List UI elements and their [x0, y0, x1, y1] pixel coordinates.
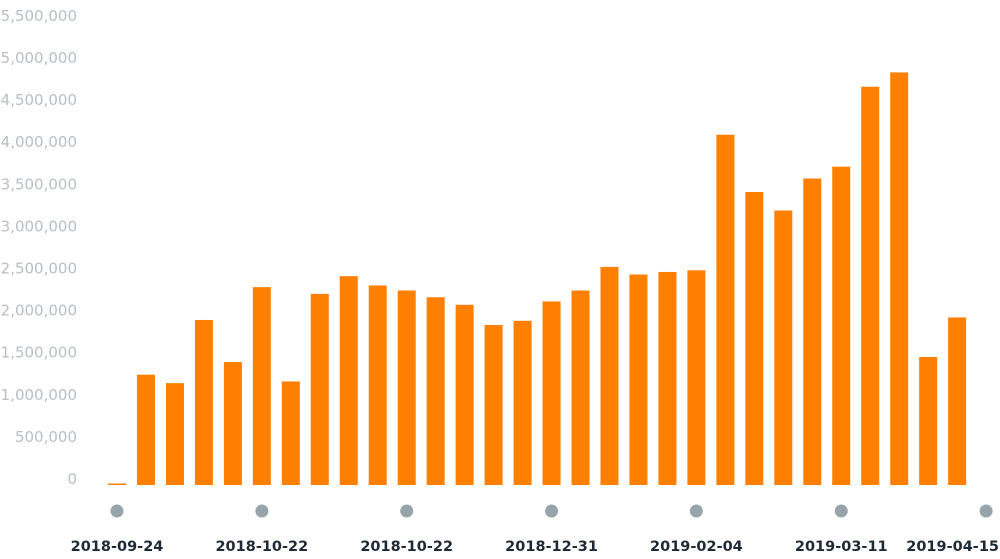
bar[interactable] [890, 72, 909, 486]
x-tick-marker [834, 504, 848, 518]
y-tick-label: 4,000,000 [1, 133, 77, 151]
x-tick-label: 2019-04-15 [906, 539, 999, 555]
x-tick-label: 2018-10-22 [215, 539, 308, 555]
bar[interactable] [339, 276, 358, 485]
y-tick-label: 0 [67, 470, 77, 488]
y-tick-label: 3,000,000 [1, 217, 77, 235]
bar[interactable] [687, 270, 706, 485]
bar[interactable] [600, 266, 619, 485]
bar[interactable] [716, 134, 735, 485]
bar[interactable] [513, 320, 532, 485]
x-tick-label: 2019-02-04 [650, 539, 743, 555]
bar[interactable] [426, 297, 445, 485]
bar[interactable] [629, 274, 648, 486]
x-tick-label: 2018-10-22 [360, 539, 453, 555]
x-tick-label: 2019-03-11 [795, 539, 888, 555]
bar[interactable] [194, 319, 213, 485]
bar[interactable] [484, 325, 503, 485]
bar[interactable] [281, 381, 300, 485]
y-tick-label: 500,000 [15, 428, 77, 446]
x-tick-marker [689, 504, 703, 518]
y-tick-label: 2,000,000 [1, 302, 77, 320]
y-axis: 0 500,000 1,000,000 1,500,000 2,000,000 2,500… [1, 7, 77, 488]
bar[interactable] [832, 166, 851, 485]
bar[interactable] [136, 374, 155, 485]
x-tick-label: 2018-12-31 [505, 539, 598, 555]
bar[interactable] [948, 317, 967, 485]
bar[interactable] [252, 287, 271, 485]
x-tick-marker [255, 504, 269, 518]
bar[interactable] [165, 383, 184, 485]
x-tick-marker [400, 504, 414, 518]
y-tick-label: 4,500,000 [1, 91, 77, 109]
x-tick-marker [979, 504, 993, 518]
bar[interactable] [455, 304, 474, 485]
bar[interactable] [658, 271, 677, 485]
y-tick-label: 3,500,000 [1, 175, 77, 193]
bar[interactable] [223, 362, 242, 485]
x-tick-marker [110, 504, 124, 518]
bar[interactable] [571, 290, 590, 485]
bar[interactable] [774, 210, 793, 485]
bars [108, 72, 967, 486]
x-axis: 2018-09-24 2018-10-22 2018-10-22 2018-12-31… [71, 504, 999, 555]
y-tick-label: 2,500,000 [1, 260, 77, 278]
bar[interactable] [397, 290, 416, 485]
y-tick-label: 5,000,000 [1, 49, 77, 67]
bar[interactable] [919, 357, 938, 485]
bar[interactable] [861, 86, 880, 485]
x-tick-label: 2018-09-24 [71, 539, 164, 555]
y-tick-label: 1,500,000 [1, 344, 77, 362]
y-tick-label: 5,500,000 [1, 7, 77, 25]
bar[interactable] [368, 285, 387, 485]
bar[interactable] [803, 178, 822, 485]
bar[interactable] [310, 293, 329, 485]
x-tick-marker [545, 504, 559, 518]
bar[interactable] [542, 301, 561, 485]
bar[interactable] [108, 483, 126, 486]
y-tick-label: 1,000,000 [1, 386, 77, 404]
bar[interactable] [745, 191, 764, 485]
